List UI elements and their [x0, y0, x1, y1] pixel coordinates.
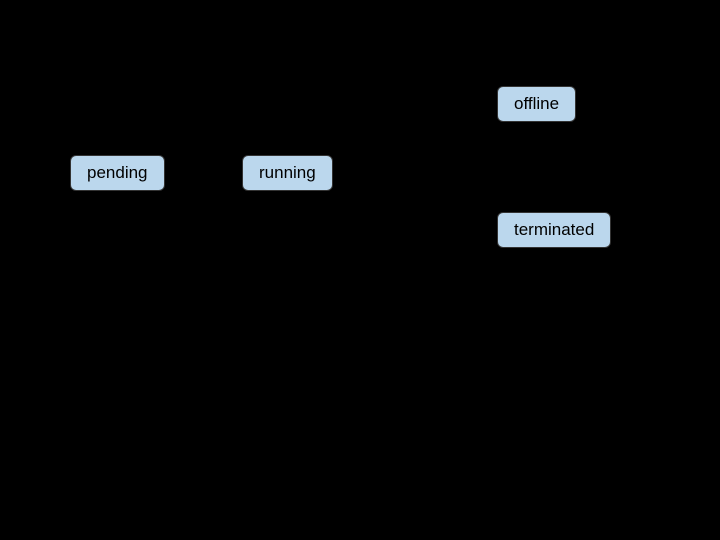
- node-label: running: [259, 163, 316, 182]
- state-node-terminated: terminated: [497, 212, 611, 248]
- state-node-offline: offline: [497, 86, 576, 122]
- state-node-running: running: [242, 155, 333, 191]
- node-label: offline: [514, 94, 559, 113]
- state-node-pending: pending: [70, 155, 165, 191]
- node-label: pending: [87, 163, 148, 182]
- node-label: terminated: [514, 220, 594, 239]
